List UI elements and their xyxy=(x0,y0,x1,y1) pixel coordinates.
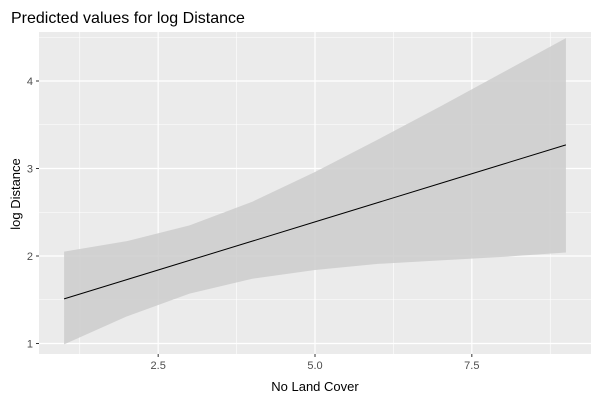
prediction-line xyxy=(63,144,567,300)
chart-title: Predicted values for log Distance xyxy=(11,10,245,27)
x-axis: 2.5 5.0 7.5 xyxy=(151,354,479,372)
x-tick-label: 2.5 xyxy=(151,360,166,372)
y-tick-label: 2 xyxy=(27,251,33,263)
y-tick-label: 3 xyxy=(27,164,33,176)
y-axis: 1 2 3 4 xyxy=(27,76,39,351)
y-tick-label: 1 xyxy=(27,339,33,351)
x-axis-title: No Land Cover xyxy=(271,379,359,394)
y-tick-label: 4 xyxy=(27,76,33,88)
x-tick-label: 5.0 xyxy=(307,360,322,372)
confidence-band xyxy=(64,38,566,345)
x-tick-label: 7.5 xyxy=(464,360,479,372)
y-axis-title: log Distance xyxy=(8,158,23,230)
